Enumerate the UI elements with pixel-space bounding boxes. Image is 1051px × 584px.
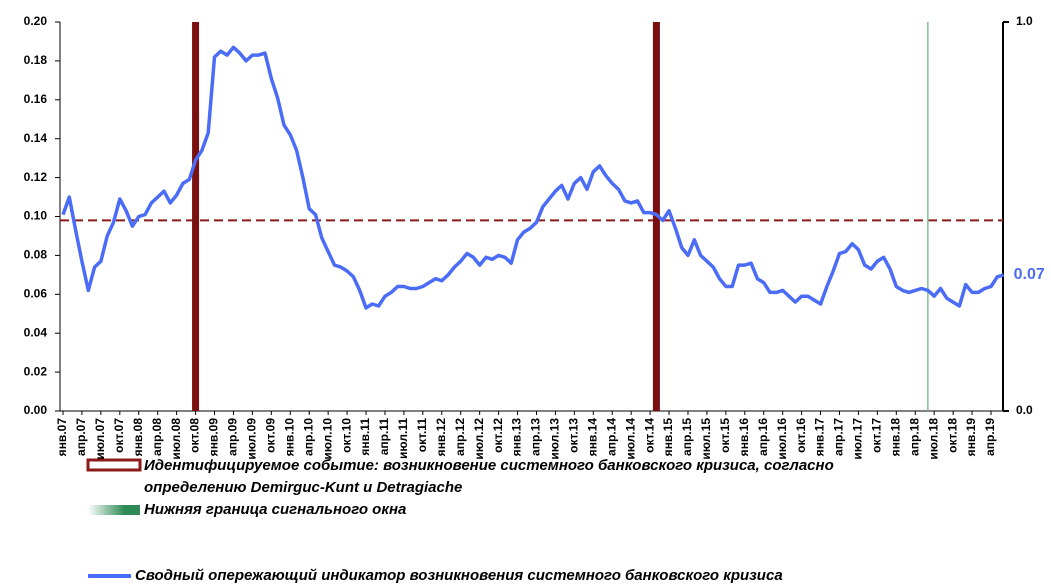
x-tick-label: апр.14	[604, 418, 618, 456]
x-tick-label: окт.16	[794, 418, 808, 453]
x-tick-label: янв.14	[585, 418, 599, 457]
x-tick-label: янв.11	[358, 418, 372, 456]
x-tick-label: июл.08	[169, 418, 183, 460]
x-tick-label: июл.15	[699, 418, 713, 460]
x-tick-label: окт.15	[718, 418, 732, 453]
x-tick-label: янв.09	[207, 418, 221, 457]
x-tick-label: апр.09	[226, 418, 240, 456]
x-tick-label: янв.19	[964, 418, 978, 457]
x-tick-label: янв.18	[888, 418, 902, 457]
y2-tick-label: 1.0	[1016, 14, 1033, 28]
x-tick-label: янв.07	[55, 418, 69, 457]
x-tick-label: окт.13	[567, 418, 581, 453]
y-tick-label: 0.14	[24, 131, 48, 145]
x-tick-label: апр.07	[74, 418, 88, 456]
x-tick-label: июл.10	[320, 418, 334, 460]
x-tick-label: окт.10	[339, 418, 353, 453]
y-tick-label: 0.20	[24, 14, 48, 28]
x-tick-label: апр.16	[756, 418, 770, 456]
legend-label: определению Demirguc-Kunt и Detragiache	[144, 479, 462, 496]
y-tick-label: 0.02	[24, 364, 48, 378]
x-tick-label: янв.12	[434, 418, 448, 457]
x-tick-label: апр.15	[680, 418, 694, 456]
x-tick-label: янв.17	[813, 418, 827, 457]
x-tick-label: апр.17	[832, 418, 846, 456]
x-tick-label: апр.08	[150, 418, 164, 456]
y-tick-label: 0.04	[24, 325, 48, 339]
x-tick-label: апр.11	[377, 418, 391, 456]
x-tick-label: окт.17	[870, 418, 884, 453]
legend-label: Сводный опережающий индикатор возникнове…	[135, 567, 783, 584]
x-tick-label: апр.13	[529, 418, 543, 456]
x-tick-label: янв.08	[131, 418, 145, 457]
x-tick-label: апр.12	[453, 418, 467, 456]
legend: Идентифицируемое событие: возникновение …	[86, 457, 834, 584]
x-tick-label: июл.11	[396, 418, 410, 459]
x-tick-label: янв.13	[510, 418, 524, 457]
x-tick-label: апр.18	[907, 418, 921, 456]
x-tick-label: июл.12	[472, 418, 486, 460]
x-tick-label: июл.18	[926, 418, 940, 460]
legend-swatch	[86, 458, 142, 472]
x-tick-label: апр.10	[301, 418, 315, 456]
x-tick-label: окт.08	[188, 418, 202, 453]
x-tick-label: июл.07	[93, 418, 107, 460]
x-tick-label: окт.11	[415, 418, 429, 453]
y-tick-label: 0.16	[24, 92, 48, 106]
legend-label: Нижняя граница сигнального окна	[144, 501, 406, 518]
legend-label: Идентифицируемое событие: возникновение …	[144, 457, 834, 474]
y-tick-label: 0.12	[24, 170, 48, 184]
x-tick-label: июл.13	[548, 418, 562, 460]
y-tick-label: 0.18	[24, 53, 48, 67]
x-tick-label: янв.10	[282, 418, 296, 457]
y2-tick-label: 0.0	[1016, 403, 1033, 417]
end-value-label: 0.07	[1014, 266, 1045, 283]
y-tick-label: 0.08	[24, 248, 48, 262]
x-tick-label: июл.14	[623, 418, 637, 460]
legend-swatch	[88, 505, 140, 515]
x-tick-label: окт.12	[491, 418, 505, 453]
x-tick-label: окт.09	[263, 418, 277, 453]
x-tick-label: окт.14	[642, 418, 656, 453]
y-tick-label: 0.10	[24, 209, 48, 223]
y-tick-label: 0.00	[24, 403, 48, 417]
series-line	[61, 45, 1005, 310]
x-tick-label: июл.17	[851, 418, 865, 460]
y-tick-label: 0.06	[24, 286, 48, 300]
x-tick-label: янв.16	[737, 418, 751, 457]
x-tick-label: июл.09	[245, 418, 259, 460]
x-tick-label: янв.15	[661, 418, 675, 457]
x-tick-label: окт.07	[112, 418, 126, 453]
x-tick-label: апр.19	[983, 418, 997, 456]
x-tick-label: окт.18	[945, 418, 959, 453]
x-tick-label: июл.16	[775, 418, 789, 460]
